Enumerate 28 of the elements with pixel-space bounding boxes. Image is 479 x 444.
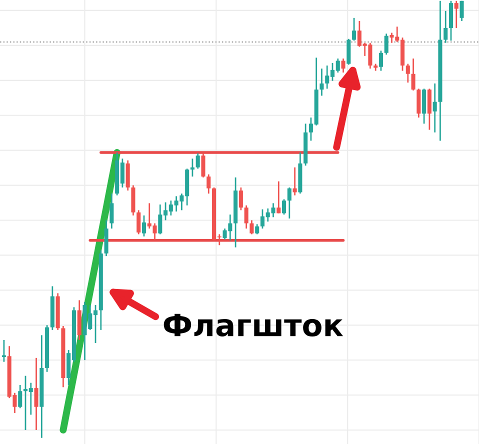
candlestick: [341, 58, 346, 74]
candlestick: [276, 180, 281, 214]
candlestick: [320, 68, 324, 96]
candlestick: [18, 384, 22, 409]
candlestick: [287, 186, 292, 220]
candlestick: [136, 210, 141, 235]
candlestick: [244, 204, 248, 230]
candlestick: [411, 58, 416, 92]
annotation: Флагшток: [164, 314, 344, 337]
candlestick: [352, 17, 356, 42]
candlestick: [190, 158, 194, 178]
candlestick: [378, 50, 383, 72]
candlestick: [406, 63, 410, 84]
candlestick: [34, 357, 38, 431]
candlestick: [142, 214, 146, 238]
candlestick: [250, 220, 254, 235]
candlestick: [206, 174, 211, 194]
candlestick: [454, 0, 458, 29]
candlestick: [460, 0, 464, 22]
candlestick: [196, 152, 200, 170]
candlestick: [444, 10, 448, 44]
candlestick: [432, 82, 437, 134]
candlestick: [255, 223, 260, 235]
candlestick: [292, 166, 297, 196]
candlestick: [110, 192, 114, 230]
candlestick: [282, 198, 286, 216]
candlestick: [384, 32, 388, 56]
candlestick: [238, 186, 243, 211]
